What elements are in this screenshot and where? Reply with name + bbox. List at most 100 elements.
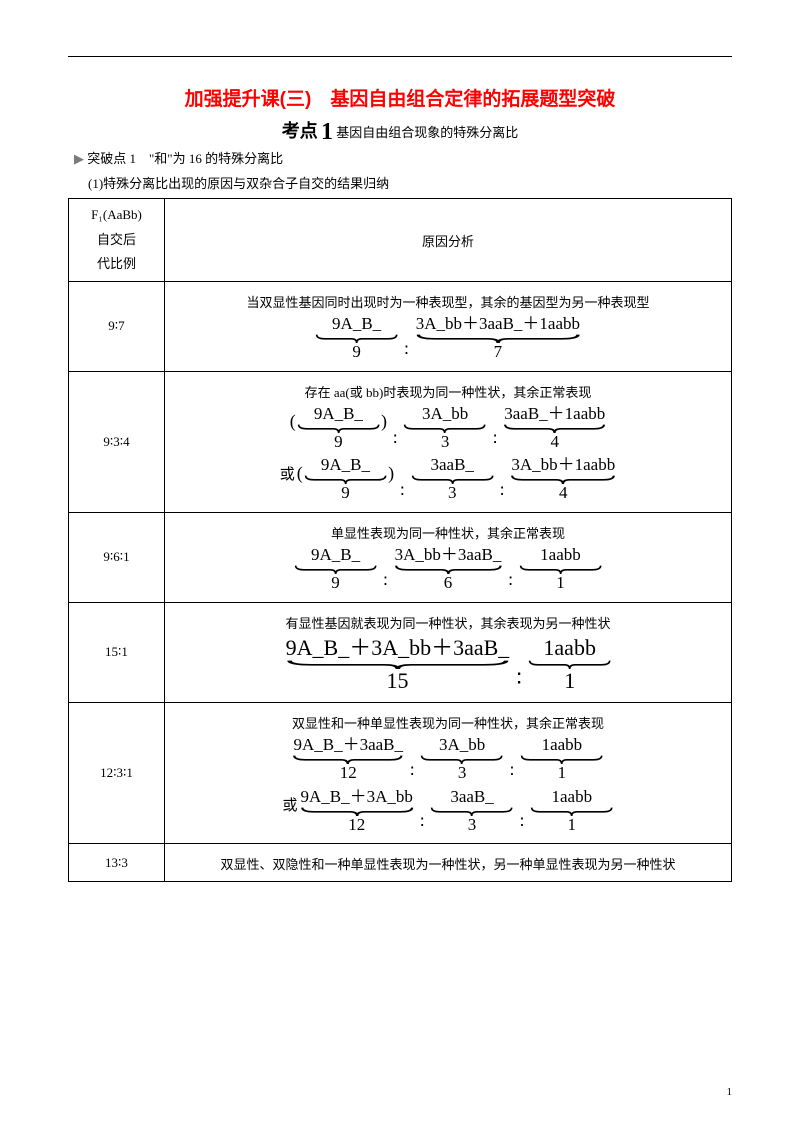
header-left: F₁(AaBb) 自交后 代比例 xyxy=(69,199,165,282)
analysis-cell: 存在 aa(或 bb)时表现为同一种性状，其余正常表现(9A_B_9)∶3A_b… xyxy=(165,371,732,512)
header-left-l3: 代比例 xyxy=(97,256,136,271)
ratio-colon: ∶ xyxy=(500,483,504,500)
breakpoint-text: 突破点 1 "和"为 16 的特殊分离比 xyxy=(87,151,283,166)
group-top: 9A_B_＋3A_bb＋3aaB_ xyxy=(285,636,511,659)
lparen: ( xyxy=(290,411,296,432)
brace-group: 3aaB_ 3 xyxy=(411,456,494,502)
ratio-colon: ∶ xyxy=(510,763,514,780)
group-top: 1aabb xyxy=(551,788,594,806)
group-top: 3aaB_ xyxy=(430,456,475,474)
group-top: 9A_B_＋3A_bb xyxy=(300,788,414,806)
group-top: 3A_bb xyxy=(421,405,469,423)
brace-group: 9A_B_ 9 xyxy=(304,456,387,502)
cause-text: 双显性、双隐性和一种单显性表现为一种性状，另一种单显性表现为另一种性状 xyxy=(169,854,727,873)
analysis-cell: 当双显性基因同时出现时为一种表现型，其余的基因型为另一种表现型 9A_B_ 9 ∶ 3A… xyxy=(165,282,732,372)
ratio-colon: ∶ xyxy=(410,763,414,780)
ratio-colon: ∶ xyxy=(420,814,424,831)
ratio-colon: ∶ xyxy=(400,483,404,500)
brace-group: 9A_B_9 xyxy=(294,546,377,592)
group-bottom: 1 xyxy=(556,574,565,592)
group-bottom: 1 xyxy=(564,669,575,692)
ratio-colon: ∶ xyxy=(516,668,522,690)
header-left-l2: 自交后 xyxy=(97,232,136,247)
group-top: 3aaB_ xyxy=(449,788,494,806)
or-label: 或 xyxy=(280,463,295,484)
group-bottom: 9 xyxy=(334,433,343,451)
or-label: 或 xyxy=(283,794,298,815)
group-top: 9A_B_ xyxy=(310,546,361,564)
analysis-cell: 双显性、双隐性和一种单显性表现为一种性状，另一种单显性表现为另一种性状 xyxy=(165,844,732,882)
group-top: 3A_bb xyxy=(438,736,486,754)
brace-group: 9A_B_＋3A_bb＋3aaB_ 15 xyxy=(285,636,511,692)
rparen: ) xyxy=(381,411,387,432)
group-top: 9A_B_＋3aaB_ xyxy=(292,736,404,754)
brace-group: 3A_bb 3 xyxy=(403,405,486,451)
header-right: 原因分析 xyxy=(165,199,732,282)
top-rule xyxy=(68,56,732,57)
brace-group: 9A_B_ 9 xyxy=(297,405,380,451)
group-bottom: 3 xyxy=(468,816,477,834)
ratio-cell: 12∶3∶1 xyxy=(69,703,165,844)
brace-group: 1aabb1 xyxy=(520,736,603,782)
group-bottom: 9 xyxy=(341,484,350,502)
group-top: 3A_bb＋1aabb xyxy=(510,456,616,474)
formula-line: 或(9A_B_ 9) ∶ 3aaB_ 3 ∶ 3A_bb＋1aabb 4 xyxy=(169,456,727,502)
group-bottom: 3 xyxy=(441,433,450,451)
lparen: ( xyxy=(297,463,303,484)
brace-group: 3A_bb＋1aabb 4 xyxy=(510,456,616,502)
arrow-icon: ▶ xyxy=(74,151,84,167)
table-row: 13∶3双显性、双隐性和一种单显性表现为一种性状，另一种单显性表现为另一种性状 xyxy=(69,844,732,882)
ratio-colon: ∶ xyxy=(520,814,524,831)
brace-group: 1aabb1 xyxy=(519,546,602,592)
ratio-table: F₁(AaBb) 自交后 代比例 原因分析 9∶7当双显性基因同时出现时为一种表… xyxy=(68,198,732,882)
brace-group: 3A_bb＋3aaB_＋1aabb 7 xyxy=(415,315,581,361)
group-bottom: 15 xyxy=(386,669,408,692)
group-bottom: 4 xyxy=(559,484,568,502)
group-top: 1aabb xyxy=(541,736,584,754)
group-bottom: 7 xyxy=(494,343,503,361)
kaodian-num: 1 xyxy=(321,119,333,145)
brace-group: 3aaB_＋1aabb4 xyxy=(503,405,606,451)
cause-text: 当双显性基因同时出现时为一种表现型，其余的基因型为另一种表现型 xyxy=(169,292,727,311)
table-row: 9∶6∶1单显性表现为同一种性状，其余正常表现9A_B_9∶3A_bb＋3aaB… xyxy=(69,513,732,603)
formula-line: (9A_B_ 9) ∶ 3A_bb 3 ∶ 3aaB_＋1aabb4 xyxy=(169,405,727,451)
formula-line: 9A_B_＋3A_bb＋3aaB_ 15 ∶ 1aabb 1 xyxy=(169,636,727,692)
kaodian-label: 考点 xyxy=(282,121,318,141)
formula-line: 9A_B_＋3aaB_ 12 ∶ 3A_bb 3 ∶ 1aabb1 xyxy=(169,736,727,782)
table-row: 9 ∶ 7 当双显性基因同时出现时为一种表现型，其余的基因型为另一种表现型 9A_B_9… xyxy=(69,282,732,372)
group-bottom: 9 xyxy=(352,343,361,361)
group-bottom: 12 xyxy=(348,816,365,834)
group-bottom: 3 xyxy=(448,484,457,502)
ratio-colon: ∶ xyxy=(493,431,497,448)
header-left-l1: F₁(AaBb) xyxy=(91,207,142,222)
formula-line: 9A_B_ 9 ∶ 3A_bb＋3aaB_＋1aabb 7 xyxy=(169,315,727,361)
ratio-colon: ∶ xyxy=(383,573,387,590)
group-bottom: 3 xyxy=(458,764,467,782)
ratio-colon: ∶ xyxy=(404,342,408,359)
brace-group: 3A_bb 3 xyxy=(420,736,503,782)
table-header-row: F₁(AaBb) 自交后 代比例 原因分析 xyxy=(69,199,732,282)
group-top: 1aabb xyxy=(542,636,597,659)
cause-text: 双显性和一种单显性表现为同一种性状，其余正常表现 xyxy=(169,713,727,732)
brace-group: 9A_B_＋3A_bb 12 xyxy=(300,788,414,834)
group-top: 9A_B_ xyxy=(331,315,382,333)
group-top: 9A_B_ xyxy=(320,456,371,474)
analysis-cell: 有显性基因就表现为同一种性状，其余表现为另一种性状9A_B_＋3A_bb＋3aa… xyxy=(165,602,732,702)
brace-group: 1aabb 1 xyxy=(528,636,611,692)
group-bottom: 12 xyxy=(340,764,357,782)
ratio-cell: 15∶1 xyxy=(69,602,165,702)
brace-group: 9A_B_＋3aaB_ 12 xyxy=(292,736,404,782)
brace-group: 3A_bb＋3aaB_ 6 xyxy=(394,546,503,592)
table-row: 12∶3∶1双显性和一种单显性表现为同一种性状，其余正常表现 9A_B_＋3aaB… xyxy=(69,703,732,844)
rparen: ) xyxy=(388,463,394,484)
analysis-cell: 双显性和一种单显性表现为同一种性状，其余正常表现 9A_B_＋3aaB_ 12 ∶ 3A… xyxy=(165,703,732,844)
cause-text: 单显性表现为同一种性状，其余正常表现 xyxy=(169,523,727,542)
group-top: 9A_B_ xyxy=(313,405,364,423)
group-bottom: 6 xyxy=(444,574,453,592)
group-top: 3A_bb＋3aaB_＋1aabb xyxy=(415,315,581,333)
group-top: 3A_bb＋3aaB_ xyxy=(394,546,503,564)
ratio-colon: ∶ xyxy=(393,431,397,448)
kaodian-text: 基因自由组合现象的特殊分离比 xyxy=(336,125,518,140)
page-title: 加强提升课(三) 基因自由组合定律的拓展题型突破 xyxy=(68,84,732,111)
analysis-cell: 单显性表现为同一种性状，其余正常表现9A_B_9∶3A_bb＋3aaB_6∶1a… xyxy=(165,513,732,603)
